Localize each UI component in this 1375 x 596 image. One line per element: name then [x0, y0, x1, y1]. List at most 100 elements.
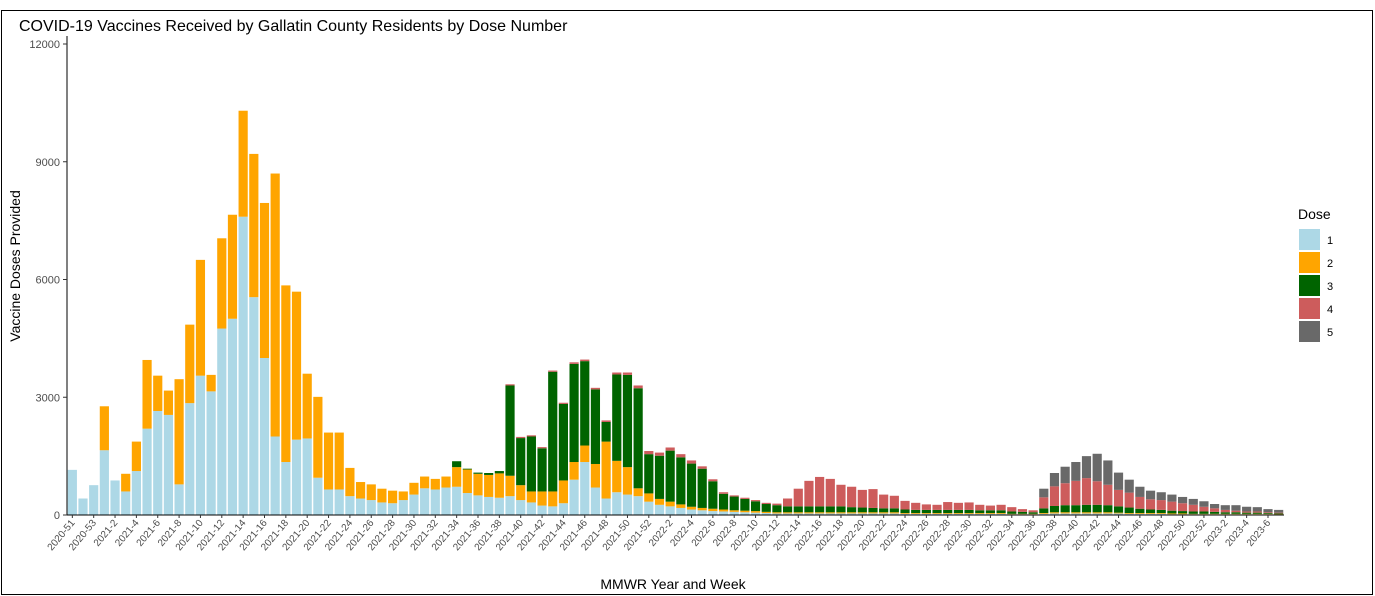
bar-dose-3 — [729, 496, 739, 511]
bar-dose-4 — [505, 384, 515, 386]
bar-dose-5 — [1145, 490, 1156, 500]
bar-dose-4 — [718, 492, 729, 494]
bar-dose-1 — [612, 492, 622, 515]
legend-swatch-dose-3 — [1299, 275, 1320, 296]
bar-dose-3 — [1252, 512, 1262, 514]
bar-dose-3 — [1060, 505, 1070, 513]
bar-dose-4 — [1060, 483, 1070, 506]
bar-dose-2 — [1113, 512, 1124, 514]
bar-dose-3 — [654, 455, 665, 499]
bar-dose-1 — [590, 487, 601, 515]
bar-dose-4 — [708, 479, 718, 482]
bar-dose-5 — [1274, 509, 1284, 513]
bar-dose-4 — [516, 436, 526, 439]
bar-dose-4 — [580, 359, 590, 362]
bar-dose-5 — [1060, 466, 1070, 484]
bar-dose-1 — [633, 496, 643, 515]
y-tick-label: 9000 — [36, 157, 60, 169]
y-tick-label: 3000 — [36, 392, 60, 404]
x-tick-label: 2023-6 — [1245, 518, 1274, 549]
bar-dose-2 — [676, 504, 686, 508]
bar-dose-3 — [1135, 508, 1145, 514]
bar-dose-1 — [548, 506, 558, 515]
bar-dose-5 — [1156, 492, 1166, 501]
bar-dose-3 — [889, 508, 899, 513]
bar-dose-1 — [366, 500, 376, 515]
bar-dose-2 — [590, 463, 601, 488]
bar-dose-3 — [558, 403, 568, 481]
bar-dose-4 — [1081, 478, 1092, 505]
bar-dose-2 — [932, 513, 942, 514]
bar-dose-1 — [761, 513, 771, 515]
bar-dose-4 — [761, 502, 771, 505]
bar-dose-3 — [1274, 513, 1284, 515]
stacked-bar-chart: COVID-19 Vaccines Received by Gallatin C… — [7, 18, 1333, 592]
legend-swatch-dose-2 — [1299, 252, 1320, 273]
bar-dose-2 — [99, 406, 109, 451]
bar-dose-2 — [612, 460, 622, 493]
bar-dose-5 — [1210, 504, 1220, 509]
bar-dose-4 — [1124, 492, 1134, 508]
bar-dose-1 — [654, 504, 665, 515]
bar-dose-2 — [462, 469, 472, 494]
bar-dose-2 — [398, 491, 408, 501]
bar-dose-1 — [750, 512, 761, 515]
bar-dose-2 — [131, 441, 141, 472]
bar-dose-2 — [718, 509, 729, 512]
bar-dose-1 — [1060, 513, 1070, 515]
bar-dose-4 — [911, 502, 921, 510]
bar-dose-2 — [195, 259, 206, 376]
bar-dose-3 — [1242, 512, 1252, 514]
bar-dose-3 — [1167, 510, 1177, 514]
bar-dose-3 — [847, 507, 857, 513]
bar-dose-2 — [686, 506, 697, 510]
bar-dose-2 — [1145, 513, 1156, 514]
bar-dose-1 — [1103, 513, 1113, 515]
bar-dose-4 — [665, 447, 675, 451]
bar-dose-4 — [847, 486, 857, 508]
bar-dose-3 — [879, 508, 889, 513]
bar-dose-3 — [1103, 505, 1113, 513]
bar-dose-5 — [1263, 509, 1273, 513]
bar-dose-1 — [78, 498, 88, 515]
bar-dose-1 — [323, 489, 334, 515]
legend-label-dose-2: 2 — [1327, 258, 1333, 270]
bar-dose-5 — [1135, 486, 1145, 497]
bar-dose-2 — [654, 498, 665, 505]
bar-dose-3 — [708, 481, 718, 509]
bar-dose-2 — [953, 513, 963, 514]
bar-dose-1 — [270, 436, 280, 515]
bar-dose-5 — [1113, 472, 1124, 490]
bar-dose-4 — [772, 503, 782, 506]
bar-dose-3 — [836, 506, 846, 513]
bar-dose-1 — [388, 503, 398, 515]
bar-dose-4 — [1017, 509, 1028, 512]
bar-dose-3 — [1177, 511, 1188, 514]
bar-dose-3 — [900, 509, 910, 514]
bar-dose-2 — [537, 491, 547, 506]
y-axis: 0 3000 6000 9000 12000 — [29, 36, 68, 522]
bar-dose-4 — [953, 502, 963, 510]
bar-dose-1 — [697, 510, 707, 515]
bar-dose-3 — [686, 463, 697, 507]
bar-dose-2 — [804, 512, 814, 514]
bar-dose-1 — [430, 489, 440, 515]
bar-dose-2 — [313, 396, 323, 478]
bar-dose-4 — [900, 500, 910, 510]
bar-dose-2 — [259, 202, 270, 358]
bar-dose-4 — [975, 504, 985, 511]
bar-dose-3 — [943, 509, 953, 514]
bar-dose-2 — [697, 507, 707, 511]
bar-dose-5 — [1071, 462, 1081, 481]
bar-dose-1 — [857, 513, 867, 515]
bar-dose-3 — [1231, 512, 1241, 514]
bar-dose-1 — [953, 513, 963, 515]
bar-dose-1 — [238, 216, 248, 515]
bar-dose-2 — [825, 512, 835, 514]
bar-dose-3 — [1092, 504, 1102, 513]
bar-dose-1 — [889, 513, 899, 515]
bar-dose-2 — [1135, 513, 1145, 514]
bar-dose-4 — [686, 460, 697, 464]
bar-dose-1 — [110, 480, 120, 515]
bar-dose-1 — [815, 513, 825, 515]
